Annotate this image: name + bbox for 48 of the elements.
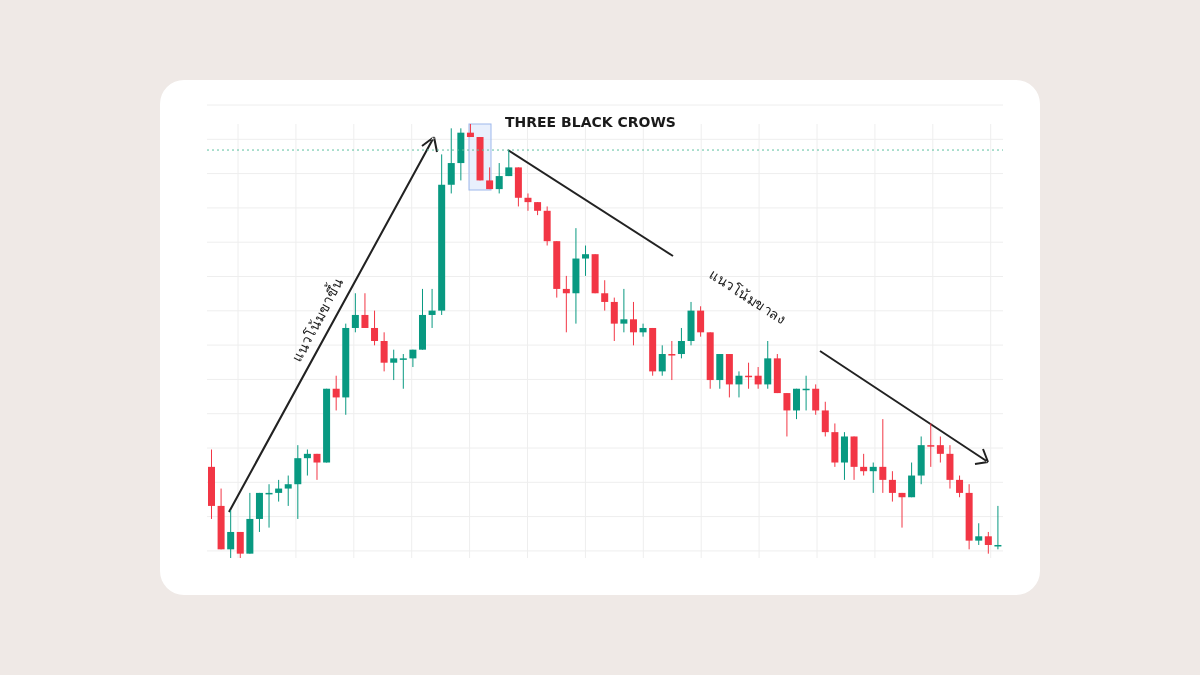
candlestick	[399, 353, 407, 390]
candlestick	[956, 475, 964, 498]
candlestick	[562, 275, 570, 333]
candlestick	[869, 462, 877, 494]
candlestick	[313, 453, 321, 481]
candlestick	[428, 288, 436, 329]
candlestick	[380, 331, 388, 372]
candlestick	[793, 388, 801, 420]
candlestick	[610, 297, 618, 342]
candlestick	[812, 383, 820, 416]
candlestick	[601, 279, 609, 312]
candlestick	[821, 401, 829, 437]
candlestick	[975, 522, 983, 546]
candlestick	[227, 509, 235, 558]
candlestick	[447, 127, 455, 194]
candlestick	[677, 327, 685, 359]
annotation: THREE BLACK CROWS	[505, 114, 676, 130]
candlestick	[524, 192, 532, 212]
candlestick	[620, 288, 628, 333]
candlestick	[409, 349, 417, 368]
candlestick	[735, 370, 743, 398]
candlestick	[879, 418, 887, 494]
candlestick	[697, 305, 705, 338]
candlestick	[888, 470, 896, 503]
candlestick	[658, 344, 666, 377]
candlestick	[582, 245, 590, 277]
candlestick	[332, 375, 340, 411]
candlestick	[361, 292, 369, 329]
candlestick	[629, 301, 637, 346]
candlestick	[936, 435, 944, 464]
candlestick	[754, 366, 762, 390]
candlestick	[303, 449, 311, 477]
candlestick	[371, 310, 379, 346]
candlestick	[927, 422, 935, 468]
candlestick	[390, 349, 398, 381]
candlestick	[495, 162, 503, 194]
candlestick	[236, 531, 244, 558]
candlestick	[505, 149, 513, 177]
candlestick	[284, 475, 292, 507]
candlestick	[668, 340, 676, 381]
candlestick	[984, 531, 992, 555]
candlestick	[908, 462, 916, 498]
candlestick	[898, 492, 906, 529]
candlestick	[351, 292, 359, 333]
candlestick	[639, 323, 647, 338]
candlestick	[860, 453, 868, 477]
candlestick	[783, 392, 791, 437]
candlestick	[275, 479, 283, 503]
